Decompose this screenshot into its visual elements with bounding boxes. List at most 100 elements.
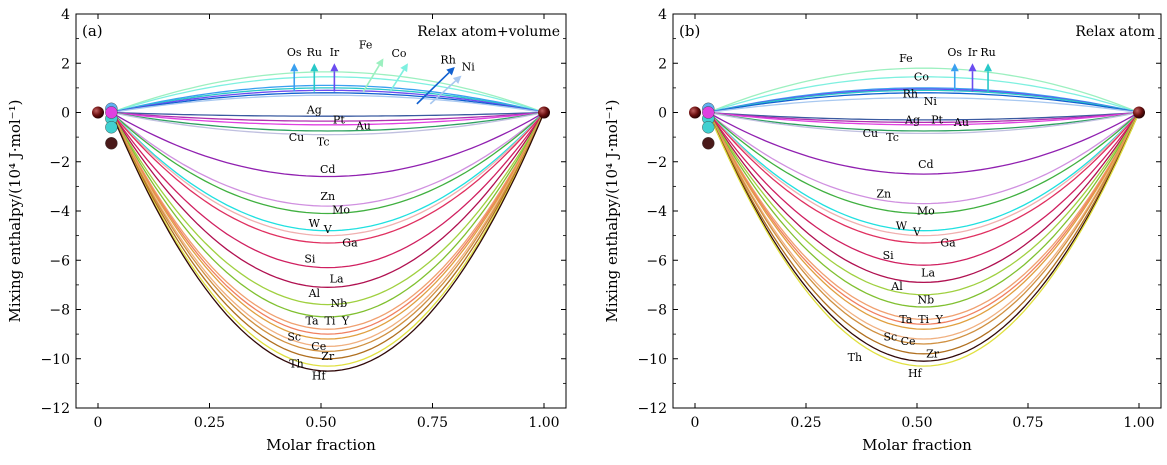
series-line-v: [707, 112, 1140, 237]
element-label-ta: Ta: [306, 314, 319, 327]
arrow-0: [290, 63, 299, 92]
element-label-sc: Sc: [287, 330, 301, 343]
series-line-ir: [111, 89, 545, 114]
x-tick-label: 0.50: [901, 415, 932, 431]
series-line-w: [110, 112, 545, 232]
series-line-nb: [110, 112, 545, 318]
element-label-y: Y: [341, 314, 350, 327]
element-label-la: La: [330, 272, 344, 285]
cluster-marker-4: [702, 137, 715, 150]
x-tick-label: 1.00: [528, 415, 559, 431]
series-line-zr: [110, 112, 545, 360]
series-line-cd: [707, 111, 1140, 175]
element-label-w: W: [896, 219, 908, 232]
element-label-ru: Ru: [307, 46, 322, 59]
arrows-b: [950, 63, 993, 92]
element-label-cu: Cu: [289, 131, 305, 144]
arrow-2: [984, 63, 993, 92]
series-line-pt: [111, 111, 545, 122]
series-line-tc: [111, 111, 545, 136]
curves-b: [707, 67, 1140, 367]
ticks-b: 0 0.25 0.50 0.75 1.00 −12 −10 −8 −6 −4 −2 0 2 4: [637, 7, 1161, 431]
element-label-fe: Fe: [359, 38, 373, 51]
series-line-nb: [707, 112, 1140, 308]
element-label-si: Si: [304, 253, 316, 266]
series-line-v: [110, 112, 545, 237]
series-line-al: [707, 112, 1140, 296]
arrow-5: [416, 66, 455, 105]
cluster-marker-2: [105, 121, 118, 134]
element-label-zr: Zr: [321, 350, 335, 363]
y-axis-title-a: Mixing enthalpy/(10⁴ J·mol⁻¹): [6, 100, 24, 323]
element-label-zn: Zn: [320, 190, 335, 203]
element-label-ti: Ti: [918, 313, 929, 326]
series-line-hf: [707, 112, 1140, 367]
curves-a: [110, 71, 545, 372]
series-line-la: [110, 112, 545, 288]
series-line-la: [707, 112, 1140, 284]
element-label-sc: Sc: [884, 330, 898, 343]
series-line-fe: [708, 67, 1140, 114]
arrow-6: [429, 75, 462, 105]
element-label-v: V: [323, 223, 333, 236]
element-label-v: V: [912, 226, 922, 239]
element-label-rh: Rh: [903, 88, 918, 101]
y-tick-label: −10: [637, 352, 667, 368]
element-label-pt: Pt: [931, 114, 943, 127]
element-label-ti: Ti: [324, 314, 335, 327]
series-line-ce: [707, 112, 1140, 345]
element-label-ga: Ga: [342, 237, 358, 250]
element-label-co: Co: [392, 47, 407, 60]
series-line-pt: [708, 111, 1140, 124]
element-label-si: Si: [883, 249, 895, 262]
series-line-rh: [708, 92, 1140, 114]
element-label-al: Al: [308, 287, 321, 300]
element-label-zr: Zr: [926, 348, 940, 361]
endpoint-marker-right: [1133, 106, 1145, 119]
element-label-tc: Tc: [886, 131, 899, 144]
panel-annotation-b: Relax atom: [1075, 24, 1155, 40]
series-line-ru: [111, 87, 545, 114]
series-line-rh: [111, 92, 545, 114]
endpoint-marker-left: [92, 106, 104, 119]
x-axis-title-b: Molar fraction: [862, 436, 972, 454]
x-tick-label: 0: [94, 415, 103, 431]
cluster-marker-3: [702, 106, 715, 119]
series-line-cu: [111, 111, 545, 132]
series-line-co: [111, 76, 545, 114]
series-line-co: [708, 76, 1140, 114]
element-label-ta: Ta: [899, 313, 912, 326]
panel-label-b: (b): [679, 22, 700, 40]
series-line-tc: [708, 111, 1140, 135]
y-tick-label: −4: [49, 204, 70, 220]
element-label-mo: Mo: [917, 205, 935, 218]
element-label-os: Os: [947, 46, 962, 59]
series-line-ti: [110, 112, 545, 335]
element-label-ni: Ni: [924, 95, 938, 108]
x-axis-title-a: Molar fraction: [266, 436, 376, 454]
series-line-mo: [707, 112, 1140, 215]
markers-a: [92, 102, 550, 150]
series-line-ta: [707, 112, 1140, 321]
y-tick-label: 0: [61, 106, 70, 122]
element-label-w: W: [309, 217, 321, 230]
y-tick-label: −4: [646, 204, 667, 220]
series-line-ru: [708, 89, 1140, 114]
y-tick-label: −10: [40, 352, 70, 368]
series-line-cu: [708, 111, 1140, 132]
element-label-th: Th: [848, 351, 862, 364]
element-label-ni: Ni: [462, 61, 476, 74]
x-tick-label: 1.00: [1123, 415, 1154, 431]
element-label-la: La: [921, 266, 935, 279]
series-line-fe: [111, 71, 545, 114]
y-tick-label: −6: [646, 253, 667, 269]
y-tick-label: −8: [646, 303, 667, 319]
cluster-marker-2: [702, 121, 715, 134]
series-line-ga: [707, 112, 1140, 244]
panel-label-a: (a): [82, 22, 103, 40]
endpoint-marker-left: [689, 106, 701, 119]
cluster-marker-3: [105, 106, 118, 119]
